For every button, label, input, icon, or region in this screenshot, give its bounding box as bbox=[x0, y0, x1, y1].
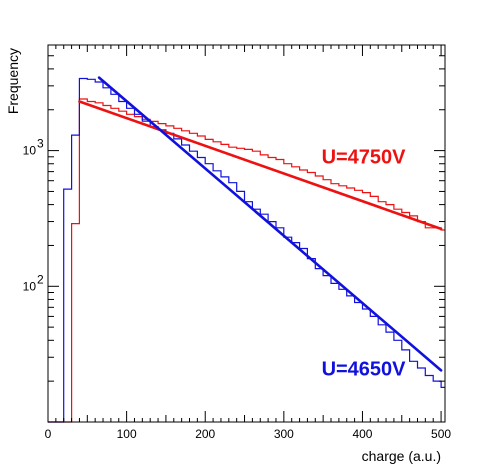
plot-frame bbox=[47, 44, 446, 423]
x-tick-label: 400 bbox=[352, 427, 372, 441]
annotation-2: U=4650V bbox=[322, 359, 407, 381]
x-tick-label: 200 bbox=[195, 427, 215, 441]
x-tick-label: 500 bbox=[431, 427, 451, 441]
y-tick-exponent: 2 bbox=[37, 272, 44, 286]
annotation-layer: U=4750V U=4650V bbox=[322, 147, 407, 381]
y-axis-title: Frequency bbox=[5, 48, 21, 114]
y-tick-label: 10 bbox=[23, 279, 37, 293]
histogram-layer bbox=[48, 77, 445, 423]
fit-line-series-2 bbox=[97, 76, 443, 372]
y-tick-exponent: 3 bbox=[37, 137, 44, 151]
x-axis-title: charge (a.u.) bbox=[362, 448, 441, 464]
x-tick-label: 300 bbox=[274, 427, 294, 441]
fit-line-series-1 bbox=[78, 100, 443, 231]
histogram-series-1 bbox=[48, 98, 445, 423]
y-tick-label: 10 bbox=[23, 144, 37, 158]
annotation-1: U=4750V bbox=[322, 147, 407, 169]
x-tick-label: 100 bbox=[117, 427, 137, 441]
x-tick-label: 0 bbox=[45, 427, 52, 441]
histogram-series-2 bbox=[48, 77, 445, 423]
fit-layer bbox=[78, 76, 443, 372]
